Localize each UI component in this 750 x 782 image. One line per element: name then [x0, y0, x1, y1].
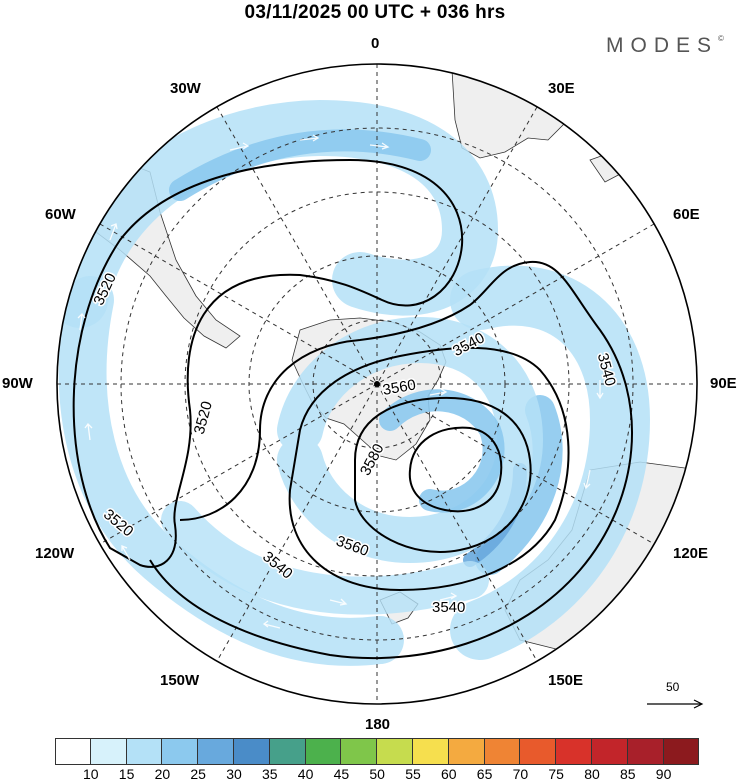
- vector-1: [229, 142, 250, 151]
- colorbar-swatch: [591, 738, 628, 765]
- colorbar-swatch: [198, 738, 234, 765]
- colorbar-swatch: [90, 738, 127, 765]
- jet-east-core: [475, 395, 563, 575]
- vector-9: [596, 380, 604, 400]
- vector-3: [369, 142, 390, 150]
- lon-label-60e: 60E: [673, 206, 700, 223]
- lon-label-90w: 90W: [2, 375, 33, 392]
- contour-3580: [354, 396, 532, 553]
- jet-outer-core: [169, 129, 431, 201]
- vector-2: [299, 134, 320, 142]
- vector-5: [77, 313, 86, 331]
- colorbar-swatch: [162, 738, 199, 765]
- colorbar-swatch: [412, 738, 449, 765]
- colorbar-swatch: [663, 738, 700, 765]
- vector-15: [439, 592, 458, 601]
- vector-8: [262, 620, 281, 629]
- contour-3540: [149, 260, 633, 660]
- vector-7: [121, 545, 131, 561]
- colorbar-label: 60: [441, 766, 457, 782]
- colorbar-swatch: [341, 738, 378, 765]
- colorbar-swatch: [484, 738, 521, 765]
- colorbar-label: 70: [512, 766, 529, 782]
- jet-inner-core: [379, 389, 505, 513]
- colorbar-swatch: [126, 738, 163, 765]
- colorbar: [55, 738, 700, 765]
- contour-3600: [408, 426, 503, 513]
- colorbar-label: 85: [620, 766, 636, 782]
- colorbar-label: 10: [83, 766, 99, 782]
- brand-name: MODES: [606, 34, 719, 57]
- lon-label-90e: 90E: [710, 375, 737, 392]
- colorbar-swatch: [269, 738, 306, 765]
- lon-label-60w: 60W: [45, 206, 76, 223]
- jet-west-shade: [58, 276, 404, 666]
- vector-11: [504, 559, 521, 571]
- wind-vectors: [77, 134, 604, 629]
- height-contours: [72, 158, 633, 660]
- copyright-mark: ©: [718, 34, 724, 43]
- contour-3520: [72, 158, 464, 568]
- colorbar-label: 15: [118, 766, 135, 782]
- vector-6: [84, 423, 93, 441]
- colorbar-swatch: [556, 738, 592, 765]
- colorbar-swatch: [627, 738, 664, 765]
- lon-label-30e: 30E: [548, 80, 575, 97]
- lon-label-120e: 120E: [673, 545, 709, 562]
- lon-label-180: 180: [365, 716, 391, 733]
- reference-vector: 50: [646, 680, 704, 710]
- colorbar-label: 65: [476, 766, 493, 782]
- lon-label-30w: 30W: [170, 80, 201, 97]
- colorbar-swatch: [520, 738, 557, 765]
- colorbar-label: 40: [297, 766, 314, 782]
- colorbar-swatch: [305, 738, 342, 765]
- south-pole-dot: [374, 381, 380, 387]
- colorbar-swatch: [55, 738, 91, 765]
- lon-label-0: 0: [371, 35, 380, 52]
- colorbar-label: 90: [655, 766, 672, 782]
- colorbar-label: 25: [190, 766, 206, 782]
- colorbar-swatch: [377, 738, 413, 765]
- colorbar-label: 50: [369, 766, 385, 782]
- colorbar-label: 75: [548, 766, 564, 782]
- polar-map: 3520 3520 3520 3540 3540 3540 3540 3560 …: [56, 63, 698, 705]
- meridian-30w-150e: [216, 106, 538, 662]
- colorbar-labels: 10 15 20 25 30 35 40 45 50 55 60 65 70 75 80 85 90: [0, 766, 750, 782]
- vector-10: [583, 469, 591, 490]
- contour-label: 3540: [432, 599, 465, 616]
- map-title: 03/11/2025 00 UTC + 036 hrs: [244, 2, 506, 23]
- lon-label-150w: 150W: [160, 672, 200, 689]
- jet-east-shade: [450, 265, 651, 660]
- colorbar-label: 30: [226, 766, 242, 782]
- vector-4: [109, 223, 118, 241]
- map-boundary: [56, 63, 698, 705]
- lon-label-120w: 120W: [35, 545, 75, 562]
- reference-vector-label: 50: [666, 680, 680, 694]
- reference-arrow-icon: [647, 699, 704, 709]
- vector-13: [429, 388, 448, 396]
- jet-inner-shade: [277, 316, 544, 564]
- lon-label-150e: 150E: [548, 672, 584, 689]
- colorbar-swatch: [448, 738, 485, 765]
- meridian-30e-150w: [216, 106, 538, 662]
- colorbar-swatch: [233, 738, 270, 765]
- vector-12: [463, 430, 471, 446]
- colorbar-label: 20: [154, 766, 171, 782]
- meridian-60w-120e: [99, 223, 655, 545]
- brand-logo: MODES©: [606, 34, 724, 58]
- contour-3560: [288, 346, 570, 592]
- colorbar-label: 80: [584, 766, 600, 782]
- colorbar-label: 35: [262, 766, 278, 782]
- colorbar-label: 55: [405, 766, 421, 782]
- colorbar-label: 45: [333, 766, 350, 782]
- vector-14: [329, 598, 348, 606]
- contour-label: 3560: [381, 376, 417, 399]
